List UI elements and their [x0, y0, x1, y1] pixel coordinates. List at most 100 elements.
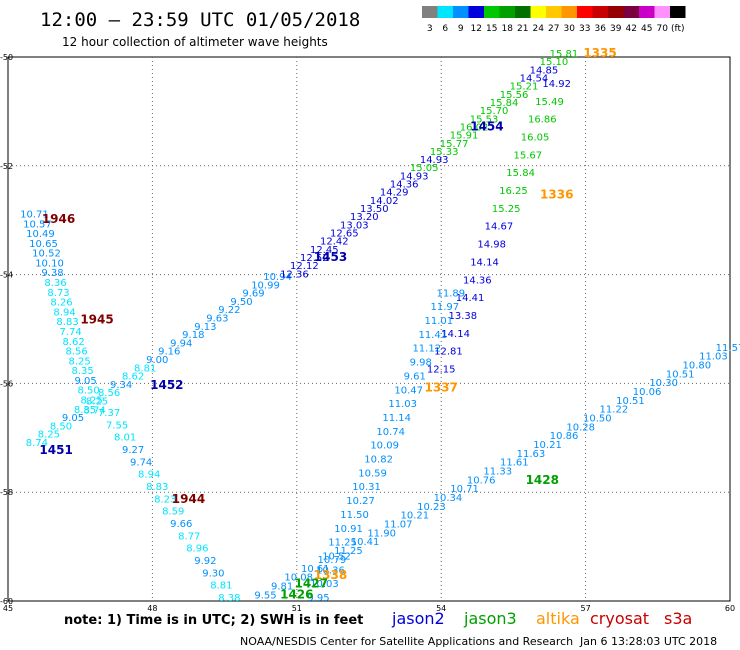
wave-height-label: 8.25: [68, 356, 90, 367]
colorbar-swatch: [639, 6, 655, 18]
wave-height-label: 14.67: [485, 222, 514, 233]
wave-height-label: 10.82: [364, 455, 393, 466]
wave-height-label: 14.92: [542, 79, 571, 90]
wave-height-label: 8.96: [186, 544, 208, 555]
wave-height-label: 16.86: [528, 115, 557, 126]
wave-height-label: 8.94: [138, 470, 160, 481]
wave-height-label: 15.84: [506, 168, 535, 179]
wave-height-label: 10.03: [310, 579, 339, 590]
wave-height-label: 14.36: [463, 275, 492, 286]
wave-height-label: 12.81: [434, 347, 463, 358]
wave-height-label: 8.25: [80, 396, 102, 407]
wave-height-label: 13.03: [340, 220, 369, 231]
wave-height-label: 10.21: [533, 440, 562, 451]
colorbar-swatch: [592, 6, 608, 18]
wave-height-label: 11.12: [412, 344, 441, 355]
wave-height-label: 15.21: [510, 82, 539, 93]
wave-height-label: 10.59: [358, 468, 387, 479]
wave-height-label: 10.36: [316, 565, 345, 576]
wave-height-label: 10.99: [251, 280, 280, 291]
wave-height-label: 8.74: [26, 438, 48, 449]
wave-height-label: 14.14: [441, 329, 470, 340]
wave-height-label: 8.94: [53, 307, 75, 318]
wave-height-label: 11.61: [500, 458, 529, 469]
wave-height-label: 13.38: [449, 311, 478, 322]
colorbar-label: 9: [458, 24, 464, 34]
pass-time-label: 1453: [314, 250, 347, 264]
wave-height-label: 9.00: [146, 355, 168, 366]
wave-height-label: 9.81: [271, 581, 293, 592]
wave-height-label: 13.50: [360, 204, 389, 215]
wave-height-label: 11.90: [367, 528, 396, 539]
wave-height-label: 7.74: [59, 327, 81, 338]
wave-height-label: 12.36: [280, 269, 309, 280]
legend-entry-altika: altika: [536, 609, 580, 628]
wave-height-label: 11.89: [437, 288, 466, 299]
wave-height-label: 10.49: [26, 229, 55, 240]
wave-height-label: 10.71: [20, 209, 49, 220]
wave-height-label: 14.85: [530, 65, 559, 76]
colorbar-label: 6: [442, 24, 448, 34]
y-tick-label: -58: [0, 488, 13, 497]
wave-height-label: 16.02: [460, 122, 489, 133]
colorbar-swatch: [623, 6, 639, 18]
colorbar-label: 18: [502, 24, 514, 34]
wave-height-label: 15.81: [550, 49, 579, 60]
colorbar-swatch: [670, 6, 686, 18]
wave-height-label: 14.36: [390, 180, 419, 191]
wave-height-label: 9.50: [230, 297, 252, 308]
wave-height-label: 14.14: [470, 257, 499, 268]
wave-height-label: 11.50: [340, 510, 369, 521]
wave-height-label: 11.57: [716, 343, 740, 354]
wave-height-label: 12.65: [330, 229, 359, 240]
wave-height-label: 7.55: [106, 420, 128, 431]
wave-height-label: 12.12: [290, 261, 319, 272]
wave-height-label: 10.34: [434, 493, 463, 504]
y-tick-label: -56: [0, 379, 13, 388]
wave-height-label: 11.22: [600, 405, 629, 416]
wave-height-label: 10.65: [29, 239, 58, 250]
wave-height-label: 9.95: [307, 593, 329, 604]
pass-time-label: 1335: [583, 46, 616, 60]
plot-frame: [7, 56, 731, 602]
colorbar-swatch: [608, 6, 624, 18]
wave-height-label: 8.81: [210, 581, 232, 592]
wave-height-label: 15.49: [535, 97, 564, 108]
wave-height-label: 14.93: [400, 171, 429, 182]
wave-height-label: 9.22: [218, 305, 240, 316]
colorbar-label: 30: [564, 24, 576, 34]
colorbar-label: 42: [626, 24, 637, 34]
colorbar-label: 21: [517, 24, 528, 34]
wave-height-label: 11.41: [418, 330, 447, 341]
wave-height-label: 15.91: [450, 131, 479, 142]
pass-time-label: 1454: [470, 119, 503, 133]
wave-height-label: 15.56: [500, 90, 529, 101]
wave-height-label: 8.25: [38, 430, 60, 441]
colorbar-swatch: [499, 6, 515, 18]
y-tick-label: -50: [0, 53, 13, 62]
wave-height-label: 9.66: [170, 519, 192, 530]
wave-height-label: 15.67: [514, 150, 543, 161]
colorbar-swatch: [422, 6, 438, 18]
wave-height-label: 11.07: [384, 520, 413, 531]
x-tick-label: 48: [147, 604, 157, 613]
wave-height-label: 10.51: [666, 369, 695, 380]
colorbar-label: 3: [427, 24, 433, 34]
colorbar-label: 27: [548, 24, 559, 34]
colorbar-swatch: [515, 6, 531, 18]
wave-height-label: 16.25: [499, 186, 528, 197]
wave-height-label: 8.62: [62, 337, 84, 348]
wave-height-label: 14.93: [420, 155, 449, 166]
wave-height-label: 10.80: [683, 360, 712, 371]
wave-height-label: 8.35: [74, 405, 96, 416]
wave-height-label: 10.41: [351, 537, 380, 548]
wave-height-label: 9.27: [122, 445, 144, 456]
wave-height-label: 10.27: [346, 496, 375, 507]
wave-height-label: 9.94: [170, 338, 192, 349]
wave-height-label: 9.63: [206, 314, 228, 325]
wave-height-label: 13.20: [350, 212, 379, 223]
wave-height-label: 9.55: [254, 590, 276, 601]
wave-height-label: 10.91: [334, 524, 363, 535]
legend-entry-s3a: s3a: [664, 609, 692, 628]
colorbar-label: 70: [657, 24, 669, 34]
